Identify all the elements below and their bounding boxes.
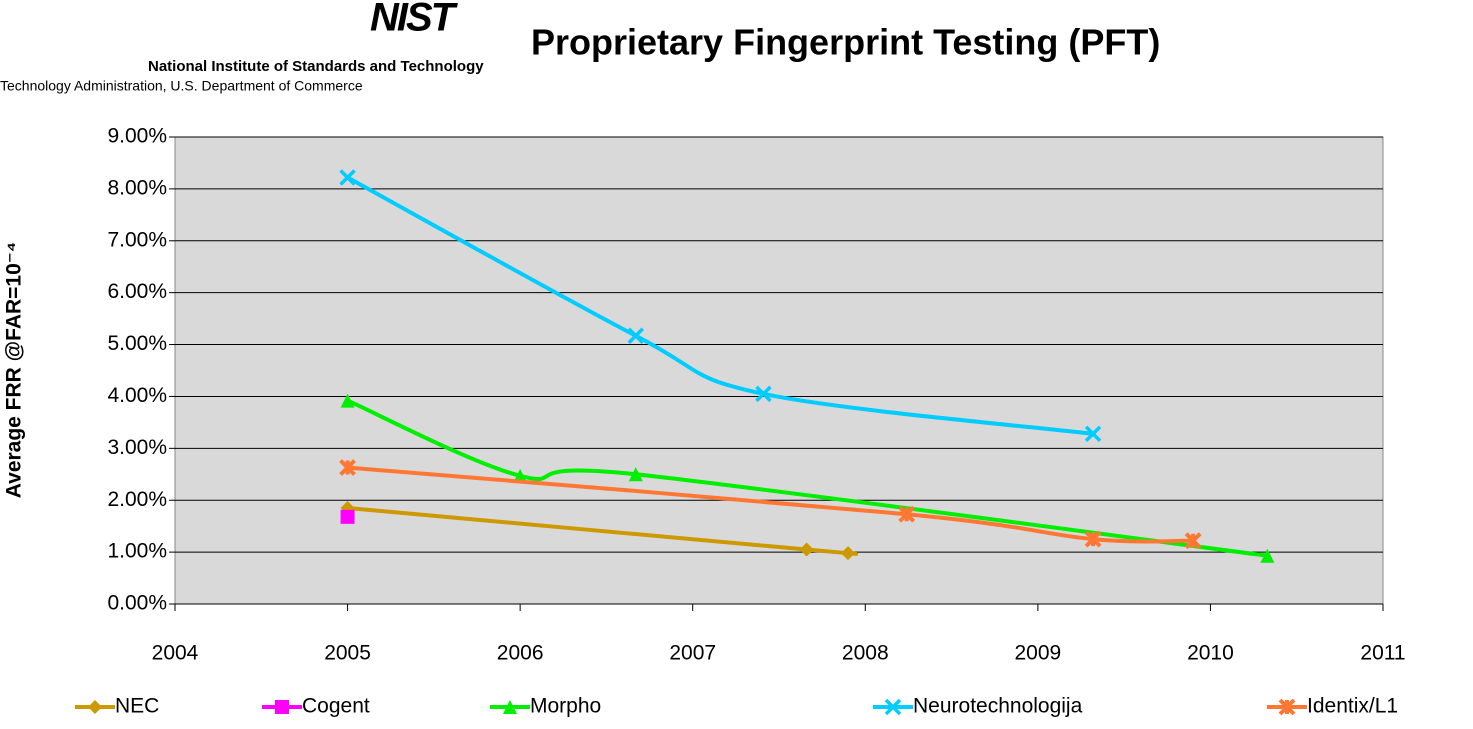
marker	[1260, 548, 1275, 563]
x-tick-label: 2008	[842, 642, 889, 665]
legend-entry: Cogent	[262, 695, 370, 718]
y-tick-label: 2.00%	[107, 488, 167, 511]
nist-logo: NIST	[370, 0, 459, 40]
marker	[339, 459, 356, 476]
y-tick-label: 8.00%	[107, 176, 167, 199]
series-line	[347, 465, 1194, 544]
x-tick-label: 2007	[669, 642, 716, 665]
legend-entry: Morpho	[490, 695, 601, 718]
series-line	[347, 506, 859, 556]
y-tick-label: 1.00%	[107, 540, 167, 563]
marker	[339, 169, 356, 186]
legend-entry: NEC	[75, 695, 159, 718]
org-name: National Institute of Standards and Tech…	[148, 58, 484, 75]
marker	[1278, 698, 1296, 716]
y-axis-label: Average FRR @FAR=10⁻⁴	[3, 242, 26, 499]
y-tick-label: 4.00%	[107, 384, 167, 407]
y-tick-label: 6.00%	[107, 280, 167, 303]
marker	[1184, 532, 1202, 550]
x-tick-label: 2010	[1187, 642, 1234, 665]
marker	[898, 505, 916, 523]
x-tick-label: 2004	[152, 642, 199, 665]
legend-label: Cogent	[302, 695, 370, 718]
x-tick-label: 2006	[497, 642, 544, 665]
y-tick-label: 5.00%	[107, 332, 167, 355]
marker	[1084, 530, 1102, 548]
legend-entry: Identix/L1	[1267, 695, 1398, 718]
marker	[340, 393, 355, 408]
y-tick-label: 3.00%	[107, 436, 167, 459]
marker	[503, 700, 517, 714]
marker	[799, 542, 814, 557]
series-line	[346, 398, 1268, 558]
marker	[275, 700, 289, 714]
marker	[1084, 425, 1102, 443]
legend-label: Neurotechnologija	[913, 695, 1083, 718]
marker	[755, 385, 772, 403]
y-tick-label: 0.00%	[107, 592, 167, 615]
series-line	[346, 175, 1094, 436]
legend-label: NEC	[115, 695, 159, 718]
marker	[627, 327, 645, 344]
x-tick-label: 2009	[1014, 642, 1061, 665]
legend-label: Morpho	[530, 695, 601, 718]
y-tick-label: 9.00%	[107, 125, 167, 148]
dept-name: Technology Administration, U.S. Departme…	[0, 78, 363, 94]
marker	[340, 509, 355, 524]
x-tick-label: 2011	[1360, 642, 1405, 665]
legend-label: Identix/L1	[1307, 695, 1398, 718]
marker	[628, 467, 643, 482]
marker	[841, 546, 856, 561]
chart-title: Proprietary Fingerprint Testing (PFT)	[531, 22, 1160, 63]
plot-area	[174, 136, 1384, 605]
y-tick-label: 7.00%	[107, 228, 167, 251]
x-tick-label: 2005	[324, 642, 371, 665]
legend-entry: Neurotechnologija	[873, 695, 1083, 718]
marker	[884, 698, 902, 716]
marker	[88, 700, 102, 714]
